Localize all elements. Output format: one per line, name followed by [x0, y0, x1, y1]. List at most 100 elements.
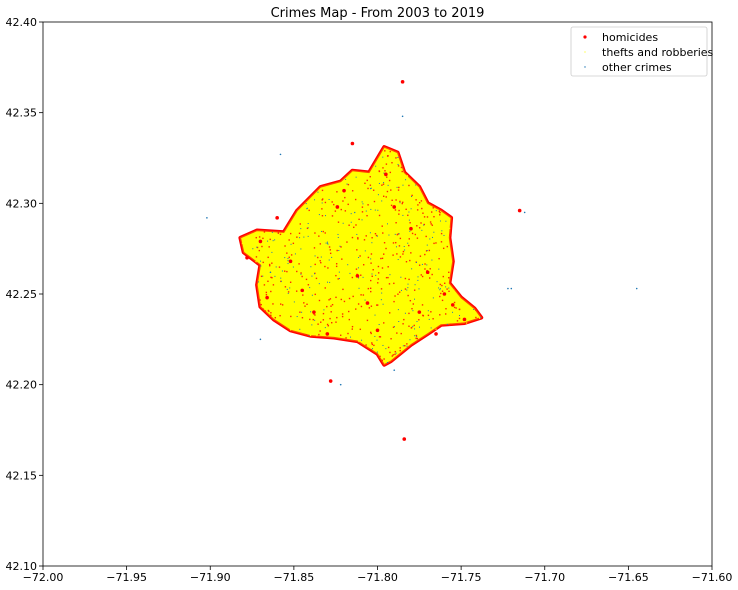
theft-texture-dot [436, 250, 438, 252]
theft-texture-dot [441, 312, 443, 314]
theft-texture-dot [343, 279, 345, 281]
homicide-texture-dot [439, 314, 441, 316]
theft-texture-dot [352, 308, 354, 311]
theft-texture-dot [369, 296, 371, 299]
other-crime-texture-dot [358, 256, 360, 258]
theft-texture-dot [299, 222, 301, 224]
other-crime-texture-dot [436, 281, 438, 283]
homicide-texture-dot [423, 216, 426, 218]
theft-texture-dot [365, 200, 367, 202]
homicide-texture-dot [404, 277, 407, 280]
theft-texture-dot [353, 292, 355, 294]
theft-texture-dot [395, 317, 397, 319]
homicide-texture-dot [406, 343, 408, 345]
theft-texture-dot [319, 275, 321, 278]
theft-texture-dot [349, 312, 351, 314]
homicide-texture-dot [300, 272, 302, 274]
theft-texture-dot [379, 281, 381, 284]
theft-texture-dot [380, 204, 382, 206]
y-tick-label: 42.30 [6, 197, 38, 210]
other-crime-texture-dot [418, 288, 420, 290]
homicide-texture-dot [409, 259, 411, 262]
homicide-texture-dot [290, 315, 292, 318]
homicide-texture-dot [345, 337, 347, 339]
homicide-texture-dot [369, 176, 371, 178]
theft-texture-dot [262, 294, 264, 297]
theft-texture-dot [422, 297, 424, 300]
homicide-texture-dot [381, 267, 384, 269]
homicide-texture-dot [381, 225, 383, 227]
theft-texture-dot [277, 280, 279, 282]
homicide-texture-dot [379, 355, 381, 358]
homicide-texture-dot [389, 171, 392, 174]
other-crime-texture-dot [374, 209, 376, 211]
legend-marker-thefts [584, 51, 586, 53]
theft-texture-dot [325, 301, 327, 303]
theft-texture-dot [297, 306, 299, 308]
scatter-point-homicides [375, 328, 380, 333]
other-crime-texture-dot [385, 348, 387, 350]
theft-texture-dot [379, 232, 381, 235]
homicide-texture-dot [327, 267, 329, 269]
other-crime-texture-dot [375, 274, 377, 276]
theft-texture-dot [316, 311, 319, 313]
theft-texture-dot [342, 199, 344, 201]
theft-texture-dot [399, 295, 401, 297]
theft-texture-dot [419, 267, 421, 270]
homicide-texture-dot [362, 294, 365, 296]
theft-texture-dot [414, 205, 416, 207]
theft-texture-dot [344, 223, 346, 225]
theft-texture-dot [438, 244, 440, 246]
homicide-texture-dot [258, 249, 261, 252]
homicide-texture-dot [425, 250, 428, 252]
homicide-texture-dot [391, 199, 393, 201]
theft-texture-dot [399, 164, 401, 166]
theft-texture-dot [282, 243, 284, 245]
other-crime-texture-dot [414, 284, 416, 286]
homicide-texture-dot [394, 295, 396, 297]
theft-texture-dot [348, 277, 351, 279]
theft-texture-dot [262, 242, 264, 244]
other-crime-texture-dot [370, 187, 372, 189]
theft-texture-dot [426, 214, 428, 217]
theft-texture-dot [401, 341, 403, 344]
theft-texture-dot [391, 232, 393, 234]
theft-texture-dot [269, 254, 271, 256]
scatter-point-other-crimes [259, 338, 262, 341]
theft-texture-dot [431, 235, 433, 237]
homicide-texture-dot [318, 235, 320, 237]
theft-texture-dot [442, 287, 444, 289]
theft-texture-dot [351, 244, 353, 246]
theft-texture-dot [331, 222, 334, 224]
theft-texture-dot [303, 274, 305, 277]
theft-texture-dot [338, 190, 340, 192]
homicide-texture-dot [393, 300, 395, 303]
theft-texture-dot [261, 287, 263, 289]
homicide-texture-dot [416, 337, 419, 340]
theft-texture-dot [443, 309, 445, 311]
theft-texture-dot [446, 318, 448, 320]
theft-texture-dot [444, 299, 446, 301]
scatter-point-other-crimes [635, 287, 638, 290]
theft-texture-dot [335, 242, 337, 244]
theft-texture-dot [301, 306, 303, 308]
homicide-texture-dot [331, 321, 333, 324]
theft-texture-dot [399, 235, 401, 237]
theft-texture-dot [399, 332, 402, 334]
other-crime-texture-dot [364, 299, 366, 301]
scatter-point-homicides [392, 205, 397, 209]
theft-texture-dot [392, 155, 394, 157]
theft-texture-dot [416, 243, 418, 245]
theft-texture-dot [304, 321, 306, 323]
homicide-texture-dot [366, 179, 368, 182]
homicide-texture-dot [378, 170, 381, 173]
theft-texture-dot [443, 253, 445, 255]
theft-texture-dot [292, 251, 294, 254]
homicide-texture-dot [444, 282, 446, 284]
theft-texture-dot [294, 274, 296, 277]
theft-texture-dot [410, 237, 412, 239]
theft-texture-dot [350, 327, 352, 329]
homicide-texture-dot [334, 210, 337, 212]
theft-texture-dot [327, 251, 329, 253]
theft-texture-dot [403, 286, 405, 289]
